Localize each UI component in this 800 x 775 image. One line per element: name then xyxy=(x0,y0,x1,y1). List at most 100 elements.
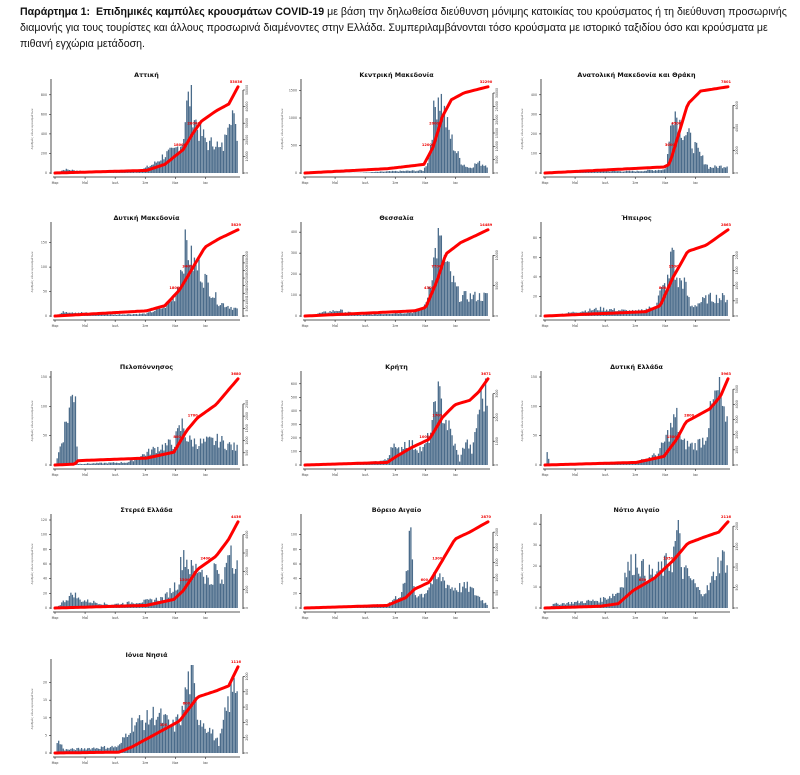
bar-series xyxy=(57,545,238,608)
daily-bar xyxy=(711,301,712,316)
daily-bar xyxy=(381,314,382,316)
daily-bar xyxy=(70,593,71,608)
cumulative-annotation: 600 xyxy=(421,578,429,582)
y-tick-label: 200 xyxy=(291,436,297,440)
daily-bar xyxy=(139,715,140,753)
daily-bar xyxy=(130,314,131,316)
cumulative-line xyxy=(545,87,728,173)
x-tick-label: Ιουλ xyxy=(602,324,609,328)
y-tick-label: 50 xyxy=(43,434,47,438)
bar-series xyxy=(307,378,488,465)
daily-bar xyxy=(108,462,109,465)
daily-bar xyxy=(701,594,702,608)
x-tick-label: Νοε xyxy=(422,181,428,185)
x-tick-label: Μαΐ xyxy=(82,472,88,477)
daily-bar xyxy=(223,440,224,465)
daily-bar xyxy=(153,312,154,316)
y2-tick-label: 0 xyxy=(495,607,499,609)
daily-bar xyxy=(208,437,209,465)
y2-tick-label: 500 xyxy=(495,590,499,596)
daily-bar xyxy=(664,169,665,173)
x-tick-label: Σεπ xyxy=(632,324,638,328)
daily-bar xyxy=(441,399,442,465)
y-tick-label: 20 xyxy=(43,591,47,595)
daily-bar xyxy=(476,164,477,173)
daily-bar xyxy=(608,171,609,173)
daily-bar xyxy=(450,139,451,173)
cumulative-annotation: 1300 xyxy=(432,557,443,561)
daily-bar xyxy=(669,442,670,465)
daily-bar xyxy=(230,682,231,753)
daily-bar xyxy=(480,301,481,316)
y2-tick-label: 1000 xyxy=(735,563,739,571)
final-cumulative-label: 7801 xyxy=(721,80,732,84)
cumulative-annotation: 4500 xyxy=(671,122,682,126)
daily-bar xyxy=(224,449,225,465)
daily-bar xyxy=(111,314,112,316)
x-tick-label: Σεπ xyxy=(142,324,148,328)
daily-bar xyxy=(424,594,425,608)
daily-bar xyxy=(661,561,662,608)
y-tick-label: 200 xyxy=(531,132,537,136)
caption-title: Επιδημικές καμπύλες κρουσμάτων COVID-19 xyxy=(96,6,324,18)
x-tick-label: Νοε xyxy=(172,761,178,765)
cumulative-annotation: 1800 xyxy=(169,286,180,290)
cumulative-annotation: 600 xyxy=(183,702,191,706)
daily-bar xyxy=(200,281,201,316)
y2-tick-label: 2000 xyxy=(245,412,249,420)
daily-bar xyxy=(710,167,711,173)
daily-bar xyxy=(230,545,231,608)
x-tick-label: Ιουλ xyxy=(362,616,369,620)
daily-bar xyxy=(218,147,219,173)
y-tick-label: 400 xyxy=(41,132,47,136)
daily-bar xyxy=(450,589,451,608)
y-tick-label: 20 xyxy=(533,294,537,298)
daily-bar xyxy=(92,463,93,465)
daily-bar xyxy=(471,168,472,173)
y2-tick-label: 5000 xyxy=(495,156,499,164)
daily-bar xyxy=(226,711,227,753)
daily-bar xyxy=(410,312,411,316)
daily-bar xyxy=(476,596,477,608)
daily-bar xyxy=(652,170,653,173)
y2-tick-label: 500 xyxy=(245,450,249,456)
cumulative-annotation: 1500 xyxy=(667,435,678,439)
daily-bar xyxy=(649,565,650,608)
daily-bar xyxy=(215,738,216,753)
y-tick-label: 60 xyxy=(43,562,47,566)
daily-bar xyxy=(133,314,134,316)
daily-bar xyxy=(390,171,391,173)
daily-bar xyxy=(206,437,207,465)
y2-tick-label: 50000 xyxy=(245,85,249,95)
daily-bar xyxy=(198,259,199,316)
y-axis-label: Αριθμός νέων κρουσμάτων xyxy=(520,400,524,441)
daily-bar xyxy=(406,571,407,608)
daily-bar xyxy=(204,274,205,316)
daily-bar xyxy=(464,291,465,316)
y2-tick-label: 5000 xyxy=(735,385,739,393)
daily-bar xyxy=(653,171,654,173)
daily-bar xyxy=(369,172,370,173)
daily-bar xyxy=(133,461,134,465)
cumulative-annotation: 300 xyxy=(160,723,168,727)
daily-bar xyxy=(684,136,685,173)
daily-bar xyxy=(236,308,237,316)
daily-bar xyxy=(429,156,430,173)
y2-tick-label: 40000 xyxy=(245,102,249,112)
x-tick-label: Μαΐ xyxy=(332,615,338,620)
daily-bar xyxy=(383,172,384,173)
daily-bar xyxy=(215,292,216,316)
x-tick-label: Μαΐ xyxy=(332,323,338,328)
y2-tick-label: 500 xyxy=(735,584,739,590)
daily-bar xyxy=(719,377,720,465)
daily-bar xyxy=(473,167,474,173)
daily-bar xyxy=(384,314,385,316)
daily-bar xyxy=(233,308,234,316)
cumulative-annotation: 3400 xyxy=(182,265,193,269)
daily-bar xyxy=(454,444,455,465)
x-tick-label: Ιουλ xyxy=(112,181,119,185)
